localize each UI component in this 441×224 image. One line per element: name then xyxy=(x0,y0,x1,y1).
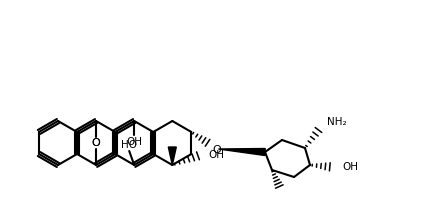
Text: OH: OH xyxy=(342,162,358,172)
Text: O: O xyxy=(92,138,101,148)
Polygon shape xyxy=(168,147,176,165)
Text: NH₂: NH₂ xyxy=(327,117,347,127)
Text: O: O xyxy=(92,138,101,148)
Polygon shape xyxy=(218,149,265,155)
Text: OH: OH xyxy=(126,137,142,147)
Text: OH: OH xyxy=(208,150,224,160)
Text: O: O xyxy=(212,145,221,155)
Text: HO: HO xyxy=(121,140,137,150)
